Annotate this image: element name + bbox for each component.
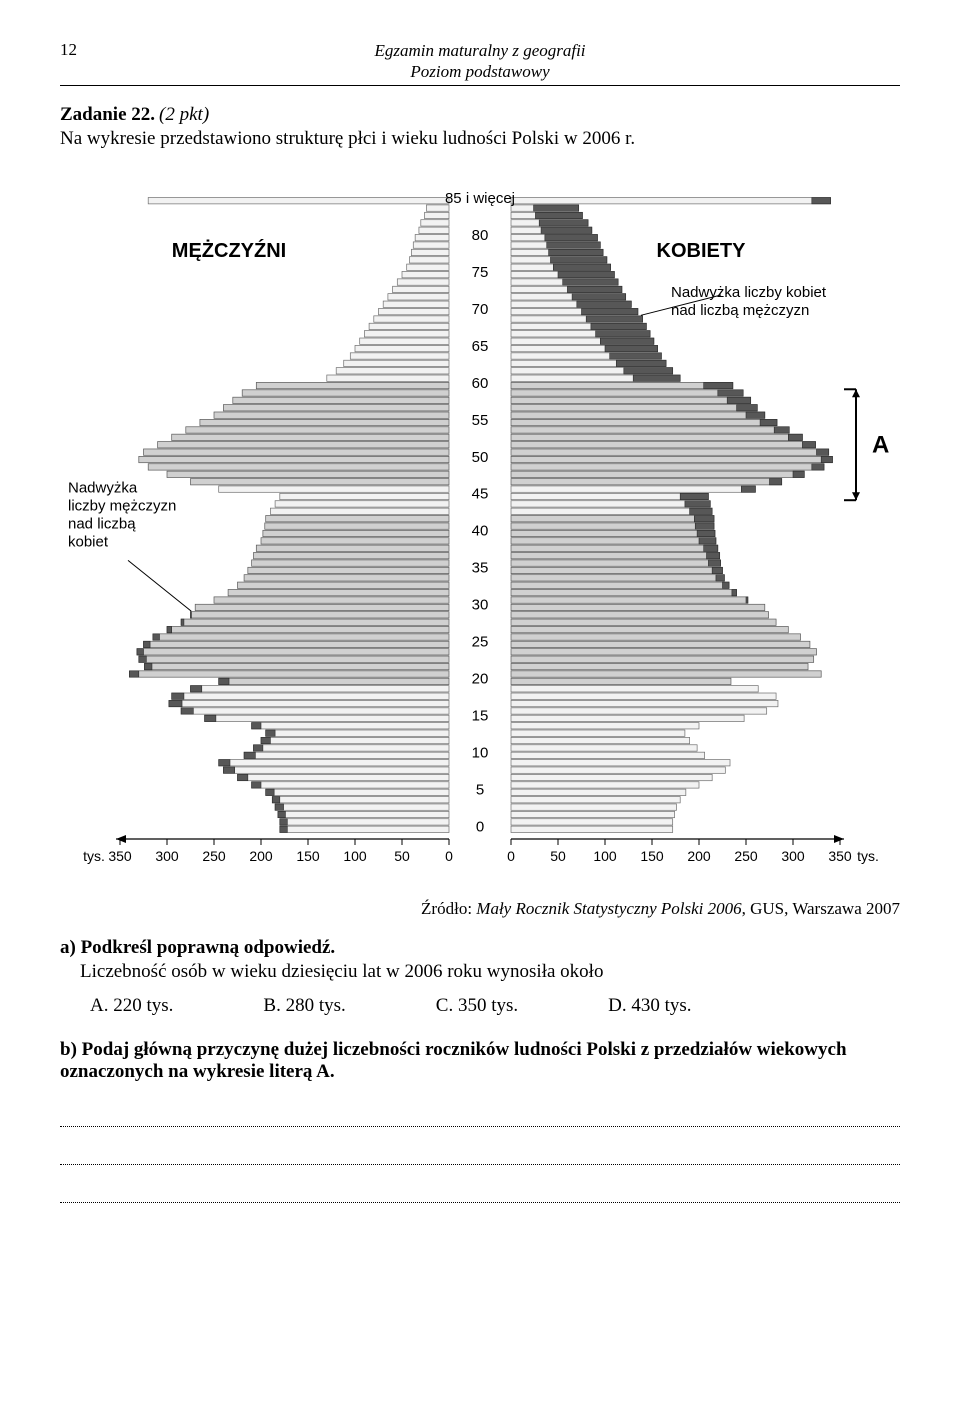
subtask-b-text: b) Podaj główną przyczynę dużej liczebno… — [60, 1039, 847, 1082]
svg-text:0: 0 — [445, 848, 453, 864]
choice-a[interactable]: A. 220 tys. — [90, 995, 173, 1017]
svg-text:85 i więcej: 85 i więcej — [445, 190, 515, 207]
choice-c[interactable]: C. 350 tys. — [436, 995, 518, 1017]
population-pyramid-chart: 0 5 10 15 20 25 30 35 40 45 50 55 60 65 70 75 80 85 i wię… — [60, 169, 900, 889]
subtask-b: b) Podaj główną przyczynę dużej liczebno… — [60, 1039, 900, 1083]
svg-text:50: 50 — [394, 848, 410, 864]
answer-choices: A. 220 tys. B. 280 tys. C. 350 tys. D. 4… — [90, 995, 900, 1017]
svg-text:75: 75 — [472, 264, 489, 281]
dotted-line — [60, 1185, 900, 1203]
svg-text:nad liczbą: nad liczbą — [68, 516, 136, 533]
svg-text:150: 150 — [640, 848, 664, 864]
svg-text:100: 100 — [593, 848, 617, 864]
svg-text:50: 50 — [472, 449, 489, 466]
svg-text:250: 250 — [734, 848, 758, 864]
svg-text:Nadwyżka: Nadwyżka — [68, 480, 138, 497]
task-heading: Zadanie 22. (2 pkt) — [60, 104, 900, 126]
svg-text:250: 250 — [202, 848, 226, 864]
svg-text:60: 60 — [472, 375, 489, 392]
header-line1: Egzamin maturalny z geografii — [374, 41, 585, 60]
source-prefix: Źródło: — [421, 899, 476, 918]
svg-text:45: 45 — [472, 486, 489, 503]
svg-text:5: 5 — [476, 782, 484, 799]
svg-text:150: 150 — [296, 848, 320, 864]
subtask-a-text: Liczebność osób w wieku dziesięciu lat w… — [80, 959, 900, 985]
source-line: Źródło: Mały Rocznik Statystyczny Polski… — [60, 899, 900, 919]
svg-text:300: 300 — [155, 848, 179, 864]
source-suffix: , GUS, Warszawa 2007 — [742, 899, 900, 918]
pyramid-svg: 0 5 10 15 20 25 30 35 40 45 50 55 60 65 70 75 80 85 i wię… — [60, 169, 900, 889]
svg-text:tys.: tys. — [83, 848, 105, 864]
svg-text:25: 25 — [472, 634, 489, 651]
svg-text:200: 200 — [687, 848, 711, 864]
svg-text:0: 0 — [507, 848, 515, 864]
svg-text:KOBIETY: KOBIETY — [657, 240, 747, 262]
svg-text:350: 350 — [108, 848, 132, 864]
choice-d[interactable]: D. 430 tys. — [608, 995, 691, 1017]
page-header: 12 Egzamin maturalny z geografii Poziom … — [60, 40, 900, 86]
subtask-a-label: a) Podkreśl poprawną odpowiedź. — [60, 937, 335, 958]
header-center: Egzamin maturalny z geografii Poziom pod… — [90, 40, 870, 83]
svg-text:100: 100 — [343, 848, 367, 864]
choice-b[interactable]: B. 280 tys. — [263, 995, 345, 1017]
task-points: (2 pkt) — [159, 104, 209, 125]
svg-text:Nadwyżka liczby kobiet: Nadwyżka liczby kobiet — [671, 284, 827, 301]
svg-text:70: 70 — [472, 301, 489, 318]
svg-text:nad liczbą mężczyzn: nad liczbą mężczyzn — [671, 302, 809, 319]
header-line2: Poziom podstawowy — [410, 62, 549, 81]
task-title: Zadanie 22. — [60, 104, 155, 125]
answer-lines — [60, 1109, 900, 1203]
source-ital: Mały Rocznik Statystyczny Polski 2006 — [476, 899, 741, 918]
svg-text:kobiet: kobiet — [68, 534, 109, 551]
subtask-a: a) Podkreśl poprawną odpowiedź. Liczebno… — [60, 937, 900, 985]
svg-text:20: 20 — [472, 671, 489, 688]
svg-text:MĘŻCZYŹNI: MĘŻCZYŹNI — [172, 239, 286, 262]
svg-text:0: 0 — [476, 819, 484, 836]
svg-text:liczby mężczyzn: liczby mężczyzn — [68, 498, 176, 515]
svg-text:300: 300 — [781, 848, 805, 864]
svg-text:350: 350 — [828, 848, 852, 864]
task-intro: Na wykresie przedstawiono strukturę płci… — [60, 126, 900, 152]
dotted-line — [60, 1109, 900, 1127]
svg-text:tys.: tys. — [857, 848, 879, 864]
page-number: 12 — [60, 40, 90, 60]
svg-text:55: 55 — [472, 412, 489, 429]
svg-text:50: 50 — [550, 848, 566, 864]
svg-text:15: 15 — [472, 708, 489, 725]
svg-text:30: 30 — [472, 597, 489, 614]
svg-text:35: 35 — [472, 560, 489, 577]
svg-text:200: 200 — [249, 848, 273, 864]
svg-text:40: 40 — [472, 523, 489, 540]
svg-text:10: 10 — [472, 745, 489, 762]
svg-text:80: 80 — [472, 227, 489, 244]
svg-text:A: A — [872, 432, 889, 459]
svg-text:65: 65 — [472, 338, 489, 355]
dotted-line — [60, 1147, 900, 1165]
